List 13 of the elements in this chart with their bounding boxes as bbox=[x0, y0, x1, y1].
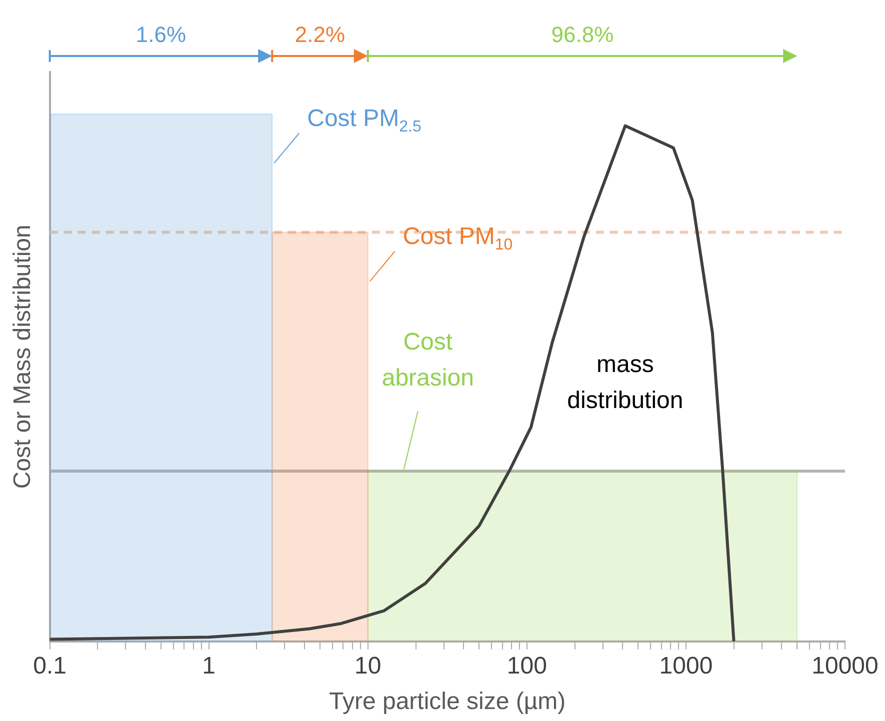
text: 96.8% bbox=[551, 22, 614, 48]
x-tick-label: 100 bbox=[506, 652, 547, 680]
text: 2.2% bbox=[294, 22, 346, 48]
y-axis-title: Cost or Mass distribution bbox=[9, 224, 36, 489]
x-axis-title: Tyre particle size (µm) bbox=[329, 688, 566, 716]
x-tick-label: 10 bbox=[354, 652, 382, 680]
x-tick-label: 0.1 bbox=[33, 652, 66, 680]
annotation: Cost abrasion bbox=[382, 328, 474, 392]
x-tick-label: 10000 bbox=[812, 652, 878, 680]
x-tick-label: 1 bbox=[202, 652, 216, 680]
series-label: mass distribution bbox=[567, 351, 684, 414]
text: 1.6% bbox=[136, 22, 186, 48]
x-tick-label: 1000 bbox=[659, 652, 713, 680]
